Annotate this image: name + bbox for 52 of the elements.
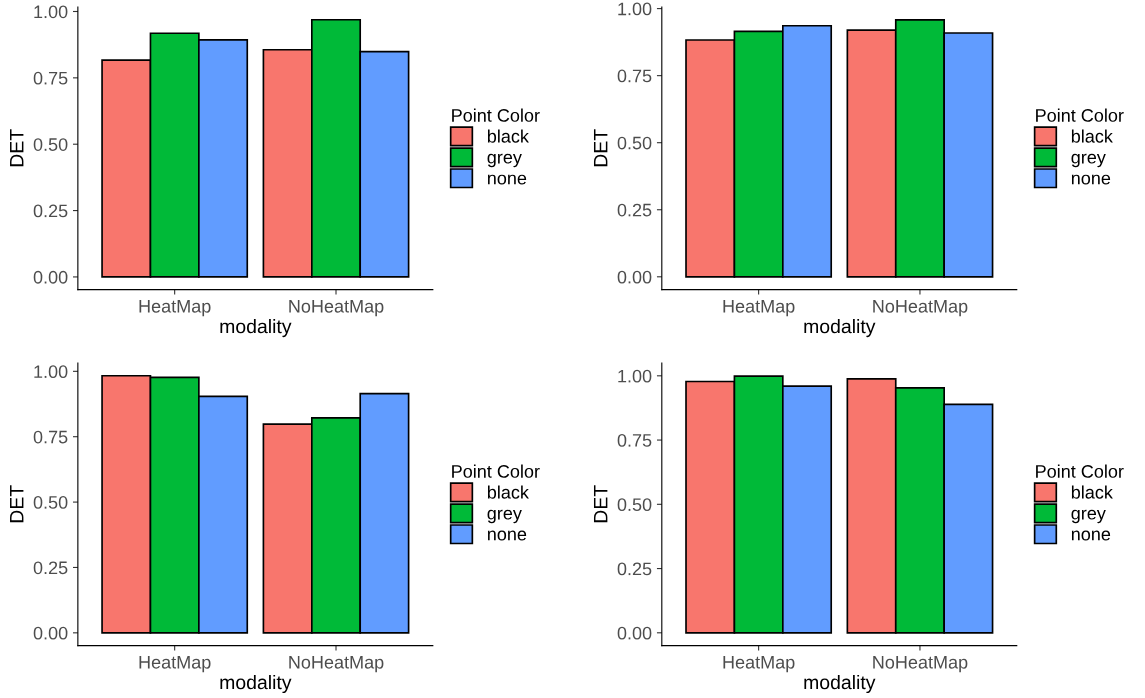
legend-label: grey [487, 509, 522, 524]
legend-label: grey [1071, 153, 1106, 168]
x-tick-label: NoHeatMap [873, 656, 968, 673]
x-axis-title: modality [220, 674, 292, 694]
y-axis-title: DET [593, 485, 608, 523]
y-tick-label: 0.25 [617, 562, 652, 576]
x-tick-label: HeatMap [139, 656, 211, 673]
legend-label: none [487, 174, 527, 185]
y-tick-label: 1.00 [34, 365, 68, 379]
y-tick-label: 0.75 [33, 71, 68, 85]
x-tick-label: HeatMap [723, 656, 795, 673]
x-tick-label: HeatMap [723, 300, 795, 317]
legend-label: none [1071, 530, 1111, 541]
x-tick-label: NoHeatMap [289, 656, 384, 673]
y-tick-label: 1.00 [618, 2, 652, 16]
y-tick-label: 1.00 [34, 5, 68, 19]
y-tick-label: 1.00 [618, 369, 652, 383]
y-tick-label: 0.50 [33, 496, 68, 509]
y-tick-label: 0.00 [33, 626, 68, 640]
legend-title: Point Color [452, 464, 540, 478]
y-tick-label: 0.75 [617, 433, 652, 447]
y-tick-label: 0.00 [33, 270, 68, 284]
y-tick-label: 0.25 [33, 561, 68, 575]
legend-label: grey [1071, 509, 1106, 524]
legend-label: black [1071, 485, 1113, 499]
y-tick-label: 0.25 [33, 204, 68, 218]
x-axis-title: modality [804, 674, 876, 694]
legend-label: black [487, 485, 529, 499]
legend-label: black [487, 129, 529, 143]
y-tick-label: 0.75 [617, 69, 652, 83]
y-tick-label: 0.50 [617, 136, 652, 150]
y-axis-title: DET [593, 129, 608, 167]
y-tick-label: 0.75 [33, 430, 68, 444]
x-axis-title: modality [804, 319, 876, 338]
y-tick-label: 0.00 [617, 270, 652, 284]
legend-label: none [1071, 174, 1111, 185]
legend-label: black [1071, 129, 1113, 143]
x-axis-title: modality [220, 319, 292, 338]
legend-title: Point Color [1036, 108, 1124, 122]
x-tick-label: NoHeatMap [289, 300, 384, 317]
y-tick-label: 0.50 [33, 138, 68, 151]
y-tick-label: 0.50 [617, 498, 652, 512]
x-tick-label: NoHeatMap [873, 300, 968, 317]
y-axis-title: DET [10, 129, 24, 167]
legend-label: none [487, 530, 527, 541]
y-tick-label: 0.00 [617, 626, 652, 640]
legend-label: grey [487, 153, 522, 168]
x-tick-label: HeatMap [139, 300, 211, 317]
legend-title: Point Color [1036, 464, 1124, 478]
y-tick-label: 0.25 [617, 203, 652, 217]
legend-title: Point Color [452, 108, 540, 122]
y-axis-title: DET [10, 485, 24, 523]
